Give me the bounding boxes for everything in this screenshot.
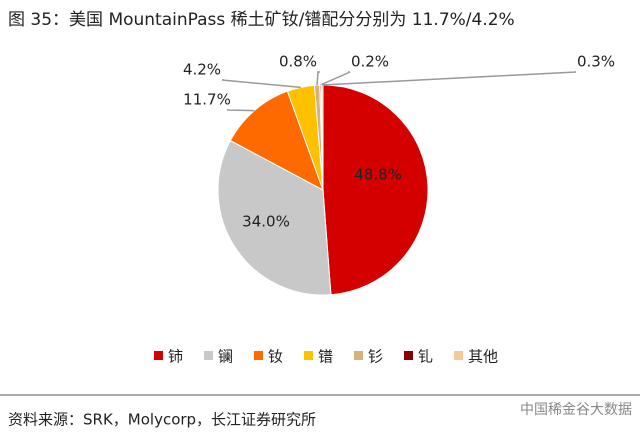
legend-label: 钆 — [418, 348, 433, 366]
data-label: 34.0% — [242, 213, 290, 231]
chart-title: 图 35：美国 MountainPass 稀土矿钕/镨配分分别为 11.7%/4… — [8, 10, 515, 30]
legend-label: 其他 — [468, 348, 498, 366]
data-label: 11.7% — [183, 91, 231, 109]
legend-swatch — [354, 351, 363, 360]
legend-swatch — [204, 351, 213, 360]
legend-swatch — [404, 351, 413, 360]
source: 资料来源：SRK，Molycorp，长江证券研究所 — [8, 411, 316, 429]
legend-label: 镨 — [318, 348, 333, 366]
legend-swatch — [154, 351, 163, 360]
watermark: 中国稀金谷大数据 — [520, 402, 632, 418]
data-label: 0.2% — [351, 53, 389, 71]
leader-line — [226, 109, 255, 112]
legend-swatch — [304, 351, 313, 360]
data-label: 0.8% — [279, 53, 317, 71]
leader-line — [320, 71, 351, 86]
leader-line — [321, 71, 577, 86]
data-label: 4.2% — [183, 61, 221, 79]
legend-label: 钐 — [368, 348, 383, 366]
data-label: 0.3% — [577, 53, 615, 71]
leader-line — [221, 79, 301, 89]
leader-line — [316, 71, 320, 86]
pie-slice — [322, 84, 429, 296]
legend-label: 镧 — [218, 348, 233, 366]
legend-label: 铈 — [168, 348, 183, 366]
legend-swatch — [454, 351, 463, 360]
data-label: 48.8% — [354, 166, 402, 184]
legend-swatch — [254, 351, 263, 360]
legend-label: 钕 — [268, 348, 283, 366]
